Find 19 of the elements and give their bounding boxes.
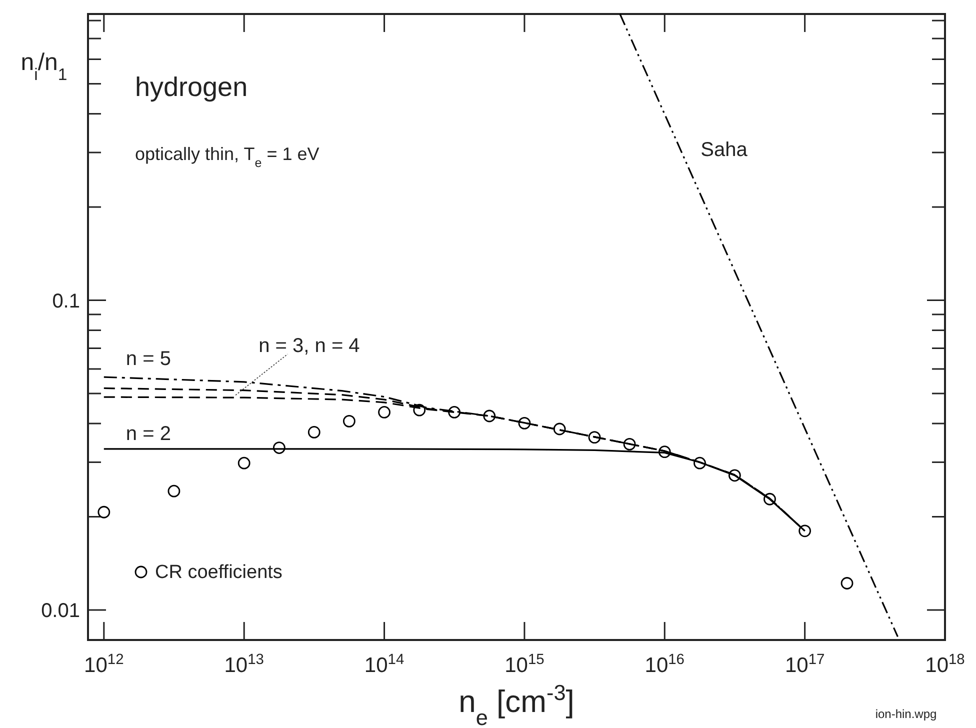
annotation: hydrogen [135, 72, 248, 102]
x-tick-label: 10$^{16}$ [644, 652, 684, 677]
legend-label: CR coefficients [155, 562, 282, 583]
x-tick-label: 10$^{18}$ [925, 652, 965, 677]
y-tick-label: 0.01 [41, 600, 80, 622]
y-axis-title: n$_{i}$/n$_{1}$ [20, 49, 68, 84]
annotation: n = 3, n = 4 [258, 335, 360, 358]
x-tick-label: 10$^{13}$ [224, 652, 264, 677]
annotation: Saha [700, 139, 748, 162]
x-tick-label: 10$^{12}$ [84, 652, 124, 677]
y-tick-label: 0.1 [52, 290, 80, 312]
x-tick-label: 10$^{15}$ [504, 652, 544, 677]
annotation: optically thin, T$_{e}$ = 1 eV [135, 144, 320, 170]
annotation: n = 5 [126, 348, 171, 370]
x-tick-label: 10$^{17}$ [784, 652, 825, 677]
x-tick-label: 10$^{14}$ [364, 652, 404, 677]
x-axis-title: n$_{e}$ [cm$^{-3}$] [458, 680, 574, 728]
text: ion-hin.wpg [875, 707, 937, 721]
annotation: n = 2 [126, 422, 171, 445]
